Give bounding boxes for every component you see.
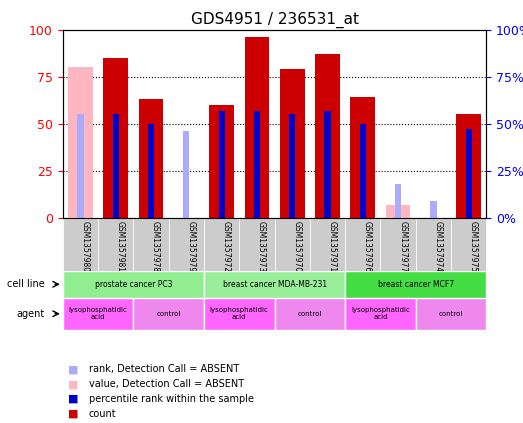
Text: breast cancer MCF7: breast cancer MCF7	[378, 280, 454, 289]
Bar	[104, 58, 128, 218]
FancyBboxPatch shape	[275, 297, 345, 330]
Text: ■: ■	[68, 364, 78, 374]
Bar	[209, 105, 234, 218]
Bar	[77, 114, 84, 218]
Title: GDS4951 / 236531_at: GDS4951 / 236531_at	[190, 12, 359, 28]
Text: lysophosphatidic
acid: lysophosphatidic acid	[69, 307, 128, 320]
Text: GSM1357974: GSM1357974	[434, 221, 442, 272]
FancyBboxPatch shape	[345, 297, 416, 330]
FancyBboxPatch shape	[63, 218, 98, 271]
Text: control: control	[439, 311, 463, 317]
Text: breast cancer MDA-MB-231: breast cancer MDA-MB-231	[222, 280, 327, 289]
Bar	[68, 67, 93, 218]
Bar	[183, 132, 189, 218]
Bar	[457, 114, 481, 218]
Text: lysophosphatidic
acid: lysophosphatidic acid	[351, 307, 410, 320]
Text: rank, Detection Call = ABSENT: rank, Detection Call = ABSENT	[89, 364, 239, 374]
FancyBboxPatch shape	[204, 218, 240, 271]
Text: cell line: cell line	[7, 279, 45, 289]
Text: lysophosphatidic
acid: lysophosphatidic acid	[210, 307, 269, 320]
FancyBboxPatch shape	[345, 218, 381, 271]
Text: GSM1357981: GSM1357981	[116, 221, 124, 272]
Text: control: control	[156, 311, 181, 317]
FancyBboxPatch shape	[133, 297, 204, 330]
FancyBboxPatch shape	[98, 218, 133, 271]
Text: GSM1357976: GSM1357976	[363, 221, 372, 272]
FancyBboxPatch shape	[451, 218, 486, 271]
Text: GSM1357970: GSM1357970	[292, 221, 301, 272]
FancyBboxPatch shape	[275, 218, 310, 271]
FancyBboxPatch shape	[240, 218, 275, 271]
Bar	[289, 114, 295, 218]
Bar	[139, 99, 163, 218]
FancyBboxPatch shape	[381, 218, 416, 271]
Text: count: count	[89, 409, 117, 419]
FancyBboxPatch shape	[63, 297, 133, 330]
FancyBboxPatch shape	[168, 218, 204, 271]
Text: percentile rank within the sample: percentile rank within the sample	[89, 394, 254, 404]
Text: GSM1357972: GSM1357972	[222, 221, 231, 272]
Bar	[360, 124, 366, 218]
Text: GSM1357980: GSM1357980	[81, 221, 89, 272]
FancyBboxPatch shape	[204, 297, 275, 330]
Text: prostate cancer PC3: prostate cancer PC3	[95, 280, 172, 289]
FancyBboxPatch shape	[204, 271, 345, 297]
Text: agent: agent	[17, 309, 45, 319]
Text: GSM1357979: GSM1357979	[186, 221, 195, 272]
Text: ■: ■	[68, 409, 78, 419]
FancyBboxPatch shape	[416, 297, 486, 330]
FancyBboxPatch shape	[133, 218, 168, 271]
Bar	[148, 124, 154, 218]
Bar	[112, 114, 119, 218]
Text: value, Detection Call = ABSENT: value, Detection Call = ABSENT	[89, 379, 244, 389]
Text: GSM1357975: GSM1357975	[469, 221, 477, 272]
FancyBboxPatch shape	[310, 218, 345, 271]
Text: GSM1357973: GSM1357973	[257, 221, 266, 272]
Bar	[315, 54, 340, 218]
Text: GSM1357977: GSM1357977	[398, 221, 407, 272]
FancyBboxPatch shape	[63, 271, 204, 297]
Bar	[254, 111, 260, 218]
Bar	[395, 184, 401, 218]
FancyBboxPatch shape	[416, 218, 451, 271]
Text: ■: ■	[68, 394, 78, 404]
Bar	[219, 111, 225, 218]
Bar	[324, 111, 331, 218]
FancyBboxPatch shape	[345, 271, 486, 297]
Bar	[386, 205, 411, 218]
Bar	[430, 201, 437, 218]
Text: GSM1357978: GSM1357978	[151, 221, 160, 272]
Text: control: control	[298, 311, 322, 317]
Bar	[280, 69, 304, 218]
Bar	[465, 129, 472, 218]
Text: ■: ■	[68, 379, 78, 389]
Text: GSM1357971: GSM1357971	[327, 221, 336, 272]
Bar	[245, 37, 269, 218]
Bar	[350, 97, 375, 218]
